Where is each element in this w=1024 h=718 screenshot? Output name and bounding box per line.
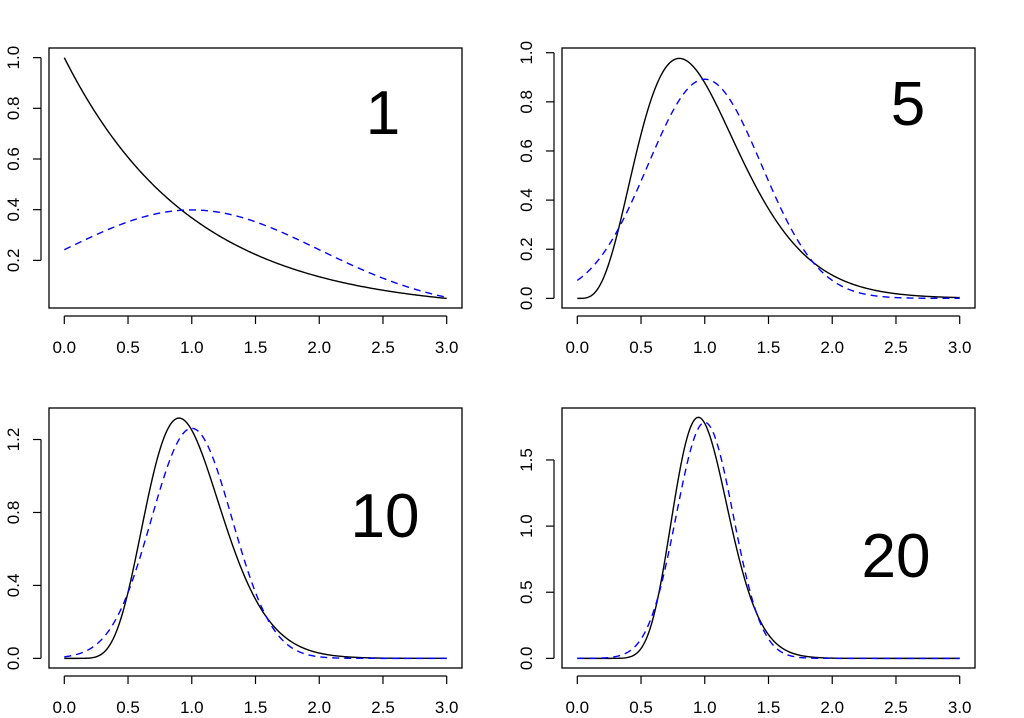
y-tick-label: 0.0 xyxy=(4,647,23,671)
panel-label: 1 xyxy=(366,79,400,148)
x-tick-label: 2.0 xyxy=(307,698,331,717)
x-tick-label: 1.5 xyxy=(757,698,781,717)
x-tick-label: 2.5 xyxy=(884,338,908,357)
plot-frame xyxy=(561,47,976,309)
panel-label: 10 xyxy=(351,482,420,551)
x-tick-label: 2.5 xyxy=(884,698,908,717)
x-tick-label: 1.0 xyxy=(180,338,204,357)
x-tick-label: 0.5 xyxy=(116,338,140,357)
panel-label: 20 xyxy=(862,522,931,591)
x-tick-label: 3.0 xyxy=(948,338,972,357)
x-tick-label: 2.0 xyxy=(307,338,331,357)
normal-approx-line xyxy=(63,209,447,299)
y-tick-label: 1.2 xyxy=(4,428,23,452)
x-tick-label: 3.0 xyxy=(948,698,972,717)
x-tick-label: 2.5 xyxy=(371,338,395,357)
x-tick-label: 1.5 xyxy=(244,698,268,717)
normal-approx-line xyxy=(576,78,960,300)
plot-frame xyxy=(48,407,463,669)
panel-20: 0.0 0.5 1.0 1.5 2.0 2.5 3.0 0.0 0.5 1.0 1.5 20 xyxy=(517,407,976,717)
y-tick-label: 0.2 xyxy=(4,249,23,273)
x-tick-label: 2.5 xyxy=(371,698,395,717)
panel-10: 0.0 0.5 1.0 1.5 2.0 2.5 3.0 0.0 0.4 0.8 1.2 10 xyxy=(4,407,463,717)
x-tick-label: 0.0 xyxy=(52,698,76,717)
y-tick-label: 0.8 xyxy=(4,501,23,525)
x-tick-label: 0.5 xyxy=(629,338,653,357)
panel-5: 0.0 0.5 1.0 1.5 2.0 2.5 3.0 0.0 0.2 0.4 0.6 0.8 1.0 5 xyxy=(517,41,976,357)
y-tick-label: 0.8 xyxy=(4,96,23,120)
gamma-density-line xyxy=(63,57,447,300)
y-tick-label: 0.0 xyxy=(517,647,536,671)
plot-frame xyxy=(48,47,463,309)
normal-approx-line xyxy=(64,427,447,660)
normal-approx-line xyxy=(577,421,960,660)
y-tick-label: 1.0 xyxy=(4,46,23,70)
x-tick-label: 3.0 xyxy=(435,698,459,717)
gamma-density-line xyxy=(577,57,960,300)
x-tick-label: 1.0 xyxy=(180,698,204,717)
panel-label: 5 xyxy=(891,70,925,139)
y-tick-label: 0.4 xyxy=(517,188,536,212)
y-tick-label: 1.0 xyxy=(517,41,536,65)
y-tick-label: 0.5 xyxy=(517,580,536,604)
x-tick-label: 1.0 xyxy=(693,698,717,717)
x-tick-label: 0.0 xyxy=(565,698,589,717)
x-tick-label: 0.0 xyxy=(52,338,76,357)
x-tick-label: 0.0 xyxy=(565,338,589,357)
y-tick-label: 1.0 xyxy=(517,514,536,538)
y-tick-label: 0.6 xyxy=(4,147,23,171)
x-tick-label: 1.0 xyxy=(693,338,717,357)
y-tick-label: 1.5 xyxy=(517,448,536,472)
x-tick-label: 0.5 xyxy=(116,698,140,717)
panel-1: 0.0 0.5 1.0 1.5 2.0 2.5 3.0 0.2 0.4 0.6 0.8 1.0 1 xyxy=(4,46,463,357)
x-tick-label: 3.0 xyxy=(435,338,459,357)
plot-frame xyxy=(561,407,976,669)
x-tick-label: 2.0 xyxy=(820,338,844,357)
y-tick-label: 0.4 xyxy=(4,574,23,598)
y-tick-label: 0.4 xyxy=(4,198,23,222)
x-tick-label: 0.5 xyxy=(629,698,653,717)
y-tick-label: 0.2 xyxy=(517,237,536,261)
y-tick-label: 0.6 xyxy=(517,139,536,163)
x-tick-label: 2.0 xyxy=(820,698,844,717)
x-tick-label: 1.5 xyxy=(757,338,781,357)
y-tick-label: 0.0 xyxy=(517,287,536,311)
y-tick-label: 0.8 xyxy=(517,90,536,114)
x-tick-label: 1.5 xyxy=(244,338,268,357)
